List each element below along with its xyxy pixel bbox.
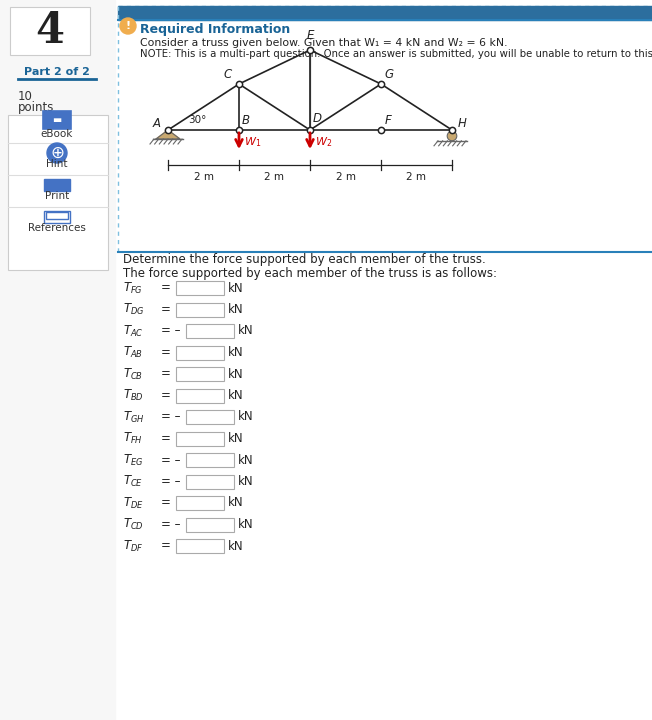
Text: 2 m: 2 m [406, 172, 426, 182]
Text: D: D [312, 112, 321, 125]
Text: kN: kN [228, 346, 244, 359]
Text: kN: kN [228, 303, 244, 316]
Bar [8, 115, 108, 270]
Bar [186, 410, 234, 424]
Bar [0, 0, 115, 720]
Text: kN: kN [228, 282, 244, 294]
Text: F: F [385, 114, 391, 127]
Text: The force supported by each member of the truss is as follows:: The force supported by each member of th… [123, 266, 497, 279]
Text: $T_{CE}$: $T_{CE}$ [123, 474, 143, 489]
Text: $W_2$: $W_2$ [315, 135, 332, 149]
Text: eBook: eBook [41, 129, 73, 139]
Bar [10, 7, 90, 55]
Text: $T_{DE}$: $T_{DE}$ [123, 495, 143, 510]
Text: Print: Print [45, 191, 69, 201]
Text: kN: kN [238, 410, 254, 423]
Text: 2 m: 2 m [265, 172, 284, 182]
Text: =: = [161, 282, 171, 294]
Text: = –: = – [161, 410, 181, 423]
Text: Consider a truss given below. Given that W₁ = 4 kN and W₂ = 6 kN.: Consider a truss given below. Given that… [140, 38, 507, 48]
Text: =: = [161, 497, 171, 510]
Text: $T_{FH}$: $T_{FH}$ [123, 431, 143, 446]
Text: =: = [161, 539, 171, 552]
Text: Determine the force supported by each member of the truss.: Determine the force supported by each me… [123, 253, 486, 266]
Bar [176, 539, 224, 553]
Text: $T_{BD}$: $T_{BD}$ [123, 388, 144, 403]
Text: points: points [18, 102, 54, 114]
Text: 2 m: 2 m [194, 172, 213, 182]
Bar [176, 281, 224, 295]
Text: $T_{CB}$: $T_{CB}$ [123, 366, 143, 382]
Circle shape [447, 131, 457, 141]
Text: $T_{DF}$: $T_{DF}$ [123, 539, 143, 554]
Bar [176, 346, 224, 359]
Text: $T_{GH}$: $T_{GH}$ [123, 410, 145, 425]
Text: A: A [153, 117, 161, 130]
Bar [186, 518, 234, 531]
Polygon shape [156, 130, 180, 139]
Text: =: = [161, 303, 171, 316]
Text: kN: kN [228, 367, 244, 380]
Bar [186, 324, 234, 338]
Text: ⊕: ⊕ [50, 144, 64, 162]
Bar [44, 179, 70, 191]
Text: 30°: 30° [188, 115, 207, 125]
Text: $T_{CD}$: $T_{CD}$ [123, 517, 144, 532]
Text: NOTE: This is a multi-part question. Once an answer is submitted, you will be un: NOTE: This is a multi-part question. Onc… [140, 49, 652, 59]
Bar [44, 211, 70, 223]
Text: kN: kN [238, 518, 254, 531]
Text: $T_{FG}$: $T_{FG}$ [123, 281, 143, 295]
Text: = –: = – [161, 475, 181, 488]
Text: 10: 10 [18, 91, 33, 104]
Text: $W_1$: $W_1$ [244, 135, 261, 149]
Text: = –: = – [161, 454, 181, 467]
Bar [176, 367, 224, 381]
Text: ▬: ▬ [52, 115, 62, 125]
Bar [176, 302, 224, 317]
Text: 2 m: 2 m [336, 172, 355, 182]
Text: Required Information: Required Information [140, 24, 290, 37]
Bar [43, 111, 71, 129]
Text: E: E [306, 29, 314, 42]
Bar [176, 389, 224, 402]
Text: = –: = – [161, 325, 181, 338]
Circle shape [47, 143, 67, 163]
Text: kN: kN [228, 389, 244, 402]
Text: =: = [161, 367, 171, 380]
Text: $T_{EG}$: $T_{EG}$ [123, 452, 143, 467]
Bar [118, 6, 652, 20]
Text: kN: kN [238, 325, 254, 338]
Text: $T_{DG}$: $T_{DG}$ [123, 302, 145, 317]
Text: $T_{AC}$: $T_{AC}$ [123, 323, 143, 338]
Text: !: ! [125, 21, 130, 31]
Text: G: G [385, 68, 394, 81]
Circle shape [120, 18, 136, 34]
Text: 4: 4 [35, 10, 65, 52]
Text: =: = [161, 389, 171, 402]
Text: B: B [242, 114, 250, 127]
Text: kN: kN [238, 475, 254, 488]
Text: = –: = – [161, 518, 181, 531]
Text: =: = [161, 346, 171, 359]
Text: References: References [28, 223, 86, 233]
Text: kN: kN [228, 432, 244, 445]
Bar [176, 496, 224, 510]
Text: =: = [161, 432, 171, 445]
Bar [186, 453, 234, 467]
Text: H: H [458, 117, 466, 130]
Text: kN: kN [238, 454, 254, 467]
Text: $T_{AB}$: $T_{AB}$ [123, 345, 143, 360]
Text: C: C [224, 68, 232, 81]
Bar [186, 474, 234, 488]
Bar [46, 212, 68, 219]
Text: Hint: Hint [46, 159, 68, 169]
Text: Part 2 of 2: Part 2 of 2 [24, 67, 90, 77]
Bar [176, 431, 224, 446]
Text: kN: kN [228, 539, 244, 552]
Text: kN: kN [228, 497, 244, 510]
